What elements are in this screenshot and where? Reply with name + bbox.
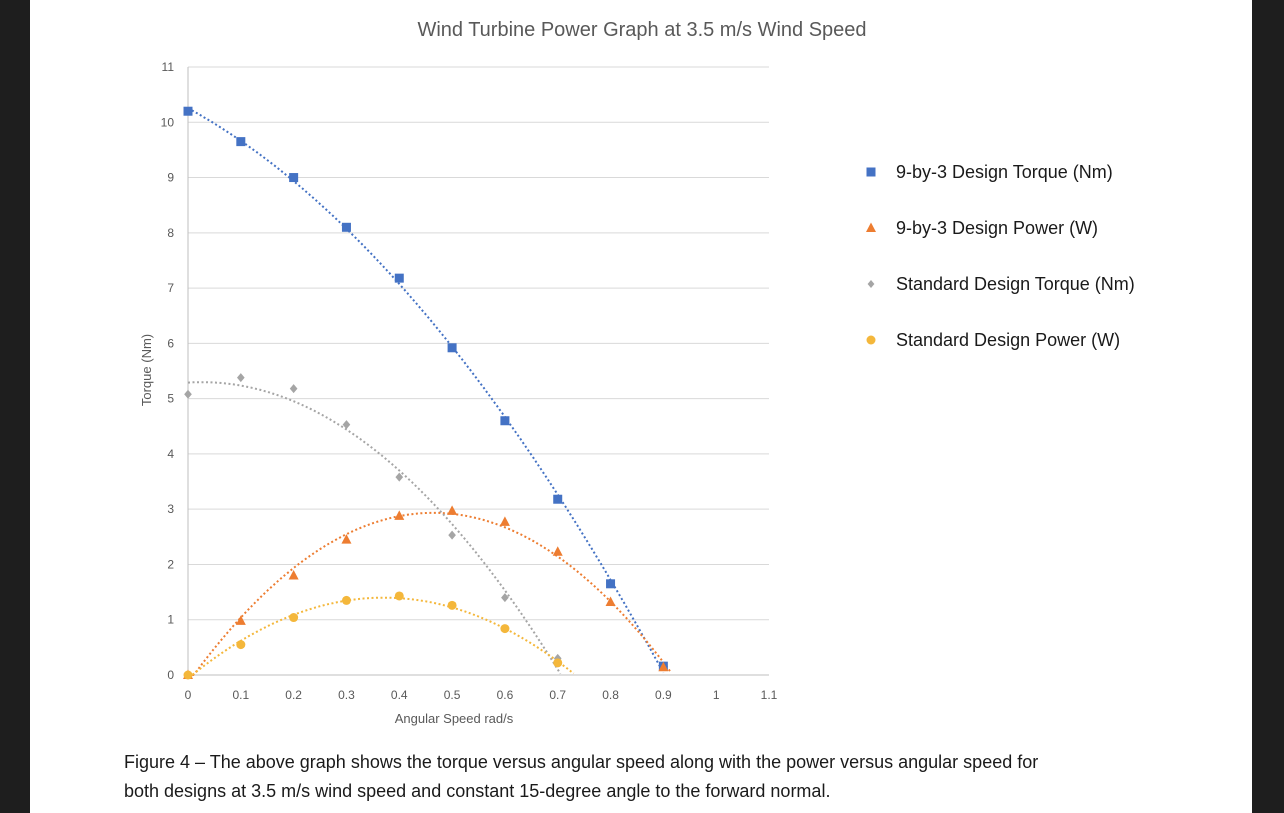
data-point [394, 510, 405, 520]
y-tick-label: 1 [167, 613, 174, 627]
data-point [394, 273, 404, 283]
x-tick-label: 0.9 [655, 688, 672, 702]
trendline [188, 511, 673, 676]
x-tick-label: 1 [713, 688, 720, 702]
data-point [341, 222, 351, 232]
data-point [183, 106, 193, 116]
data-point [553, 494, 563, 504]
document-page: Wind Turbine Power Graph at 3.5 m/s Wind… [30, 0, 1252, 813]
data-point [236, 373, 245, 383]
data-point [447, 505, 458, 515]
tick-labels: 0 1 2 3 4 5 6 7 8 9 10 11 0 0.1 0.2 0.3 0.4 0.5 0.6 0.7 0.8 0… [161, 60, 778, 702]
data-point [289, 613, 299, 623]
x-axis-title: Angular Speed rad/s [395, 711, 514, 726]
data-point [552, 546, 563, 556]
legend-marker [866, 167, 876, 177]
data-point [500, 416, 510, 426]
x-tick-label: 0.3 [338, 688, 355, 702]
legend-label: Standard Design Power (W) [896, 330, 1120, 350]
legend-marker [866, 335, 876, 345]
trendline [188, 596, 575, 676]
data-point [184, 389, 192, 399]
chart-title: Wind Turbine Power Graph at 3.5 m/s Wind… [417, 19, 866, 41]
y-axis-title: Torque (Nm) [139, 334, 154, 406]
x-tick-label: 0.5 [444, 688, 461, 702]
y-tick-label: 0 [167, 668, 174, 682]
y-tick-label: 2 [167, 557, 174, 571]
legend-label: Standard Design Torque (Nm) [896, 274, 1135, 294]
data-point [183, 670, 193, 680]
trendline [187, 381, 562, 675]
data-point [499, 516, 510, 526]
data-point [341, 534, 352, 544]
y-tick-label: 4 [167, 447, 174, 461]
data-point [341, 595, 351, 605]
legend-label: 9-by-3 Design Torque (Nm) [896, 162, 1113, 182]
y-tick-label: 5 [167, 392, 174, 406]
x-tick-label: 1.1 [761, 688, 778, 702]
y-tick-label: 6 [167, 336, 174, 350]
y-tick-label: 11 [162, 60, 175, 74]
gridlines [188, 66, 769, 621]
data-point [288, 570, 299, 580]
y-tick-label: 7 [167, 281, 174, 295]
data-point [605, 596, 616, 607]
data-point [236, 137, 246, 147]
data-point [447, 343, 457, 353]
axes [187, 67, 769, 676]
x-tick-label: 0.2 [285, 688, 302, 702]
data-point [394, 591, 404, 601]
x-tick-label: 0.4 [391, 688, 408, 702]
legend: 9-by-3 Design Torque (Nm) 9-by-3 Design P… [866, 162, 1135, 350]
data-point [236, 640, 246, 650]
data-point [395, 472, 404, 482]
data-point [289, 384, 298, 394]
data-point [501, 593, 509, 603]
trendline [187, 107, 665, 674]
data-point [606, 579, 616, 589]
caption-line-2: both designs at 3.5 m/s wind speed and c… [124, 781, 831, 801]
data-point [289, 173, 299, 183]
x-tick-label: 0.8 [602, 688, 619, 702]
data-point [448, 530, 456, 540]
caption-line-1: Figure 4 – The above graph shows the tor… [124, 752, 1039, 772]
legend-label: 9-by-3 Design Power (W) [896, 218, 1098, 238]
data-point [342, 420, 351, 430]
figure-caption: Figure 4 – The above graph shows the tor… [124, 748, 1174, 806]
data-markers [183, 106, 669, 680]
trendlines [187, 107, 673, 676]
legend-marker [867, 280, 875, 288]
data-point [500, 624, 510, 634]
x-tick-label: 0.6 [497, 688, 514, 702]
y-tick-label: 10 [161, 115, 175, 129]
x-tick-label: 0 [185, 688, 192, 702]
x-tick-label: 0.7 [549, 688, 566, 702]
x-tick-label: 0.1 [232, 688, 249, 702]
legend-marker [866, 222, 876, 232]
y-tick-label: 9 [167, 171, 174, 185]
data-point [447, 600, 457, 610]
data-point [658, 661, 669, 672]
scatter-chart: Wind Turbine Power Graph at 3.5 m/s Wind… [139, 19, 1135, 726]
y-tick-label: 3 [167, 502, 174, 516]
y-tick-label: 8 [167, 226, 174, 240]
data-point [553, 658, 563, 668]
data-point [235, 615, 246, 625]
